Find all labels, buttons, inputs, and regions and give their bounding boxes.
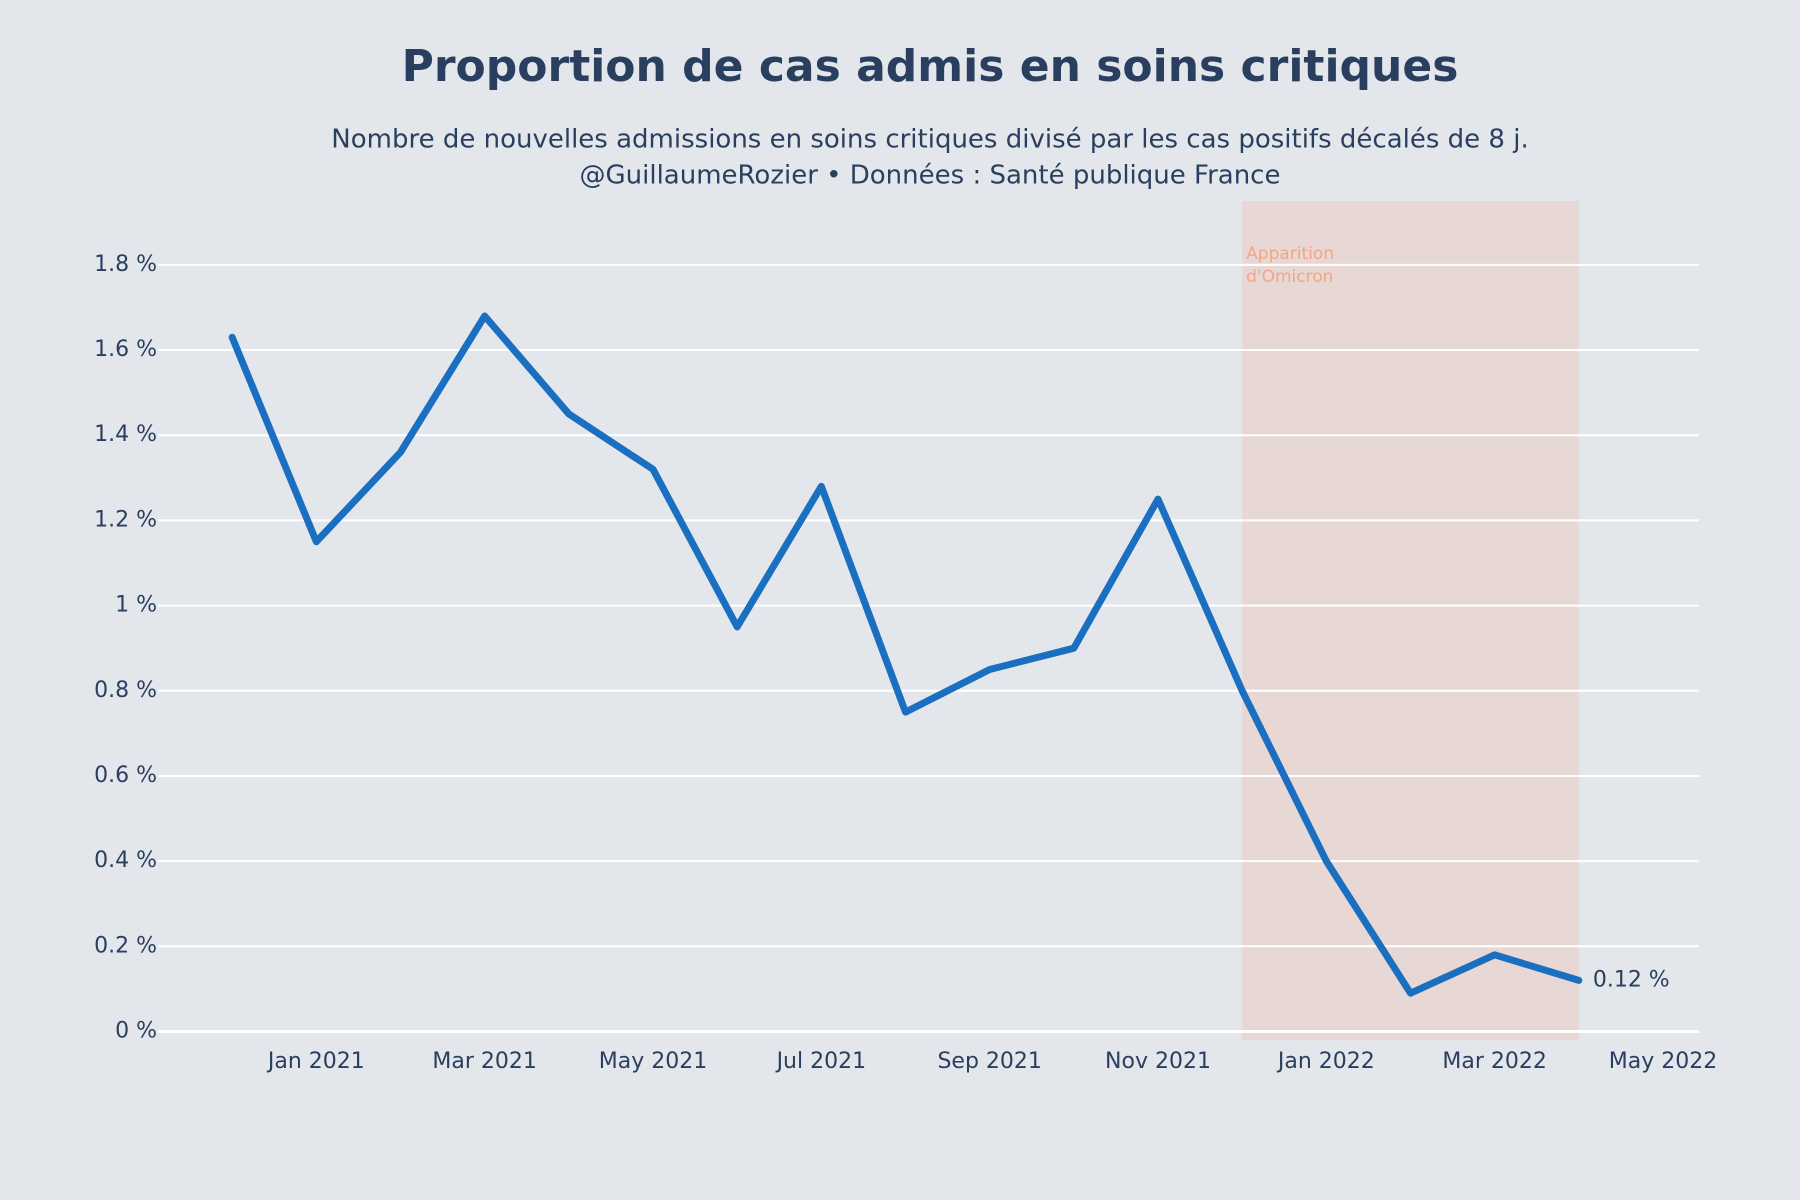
x-tick-label: May 2021 (599, 1049, 707, 1074)
y-tick-label: 0.2 % (94, 933, 157, 958)
annotation: Apparition (1246, 244, 1334, 264)
y-tick-label: 0.8 % (94, 678, 157, 703)
x-tick-label: Jan 2021 (266, 1049, 365, 1074)
y-tick-label: 1.6 % (94, 337, 157, 362)
y-tick-label: 1 % (115, 593, 157, 618)
x-tick-label: Mar 2022 (1442, 1049, 1547, 1074)
x-tick-label: Mar 2021 (432, 1049, 537, 1074)
y-tick-label: 1.4 % (94, 422, 157, 447)
y-tick-label: 0.4 % (94, 848, 157, 873)
x-tick-label: Jul 2021 (775, 1049, 867, 1074)
x-tick-label: May 2022 (1609, 1049, 1717, 1074)
x-tick-label: Sep 2021 (937, 1049, 1041, 1074)
x-tick-label: Jan 2022 (1276, 1049, 1375, 1074)
data-line (228, 312, 1583, 997)
y-tick-label: 0.6 % (94, 763, 157, 788)
x-tick-label: Nov 2021 (1105, 1049, 1211, 1074)
y-tick-label: 1.8 % (94, 252, 157, 277)
shaded-region (1242, 201, 1579, 1040)
annotation: d'Omicron (1246, 267, 1333, 287)
y-tick-label: 1.2 % (94, 507, 157, 532)
chart-subtitle: Nombre de nouvelles admissions en soins … (331, 125, 1528, 155)
chart-title: Proportion de cas admis en soins critiqu… (402, 41, 1459, 92)
value-label: 0.12 % (1593, 967, 1670, 992)
chart-subtitle: @GuillaumeRozier • Données : Santé publi… (580, 161, 1281, 191)
y-tick-label: 0 % (115, 1018, 157, 1043)
